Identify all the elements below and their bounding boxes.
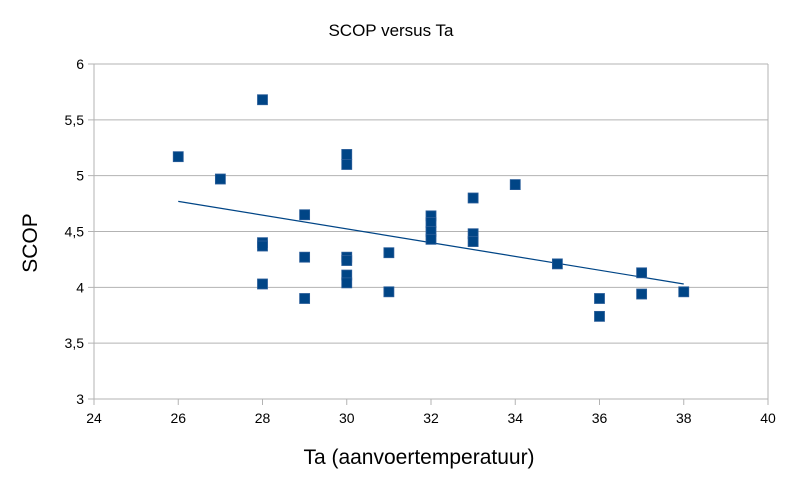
data-point bbox=[594, 310, 605, 322]
data-point bbox=[636, 288, 648, 300]
data-point bbox=[257, 278, 268, 290]
x-tick-label: 26 bbox=[170, 410, 186, 426]
y-axis-label: SCOP bbox=[19, 213, 42, 273]
data-point bbox=[594, 293, 605, 304]
data-point bbox=[383, 286, 395, 298]
data-point bbox=[214, 173, 226, 185]
data-point bbox=[383, 247, 395, 259]
x-axis-label: Ta (aanvoertemperatuur) bbox=[303, 446, 534, 469]
y-tick-label: 4 bbox=[76, 279, 84, 295]
axes bbox=[93, 64, 769, 405]
x-tick-label: 34 bbox=[507, 410, 523, 426]
y-tick-label: 5,5 bbox=[65, 112, 85, 128]
data-point bbox=[425, 233, 437, 245]
y-tick-label: 3 bbox=[76, 391, 84, 407]
y-tick-label: 5 bbox=[76, 168, 84, 184]
data-point bbox=[467, 236, 479, 247]
x-tick-label: 30 bbox=[339, 410, 355, 426]
data-point bbox=[172, 151, 184, 163]
x-tick-label: 38 bbox=[676, 410, 692, 426]
data-point bbox=[341, 277, 353, 289]
y-tick-label: 4,5 bbox=[65, 224, 85, 240]
data-point bbox=[257, 240, 268, 252]
data-point bbox=[341, 159, 353, 170]
data-point bbox=[257, 94, 268, 106]
chart-title: SCOP versus Ta bbox=[328, 21, 454, 40]
x-tick-label: 28 bbox=[255, 410, 271, 426]
x-tick-labels: 24 26 28 30 32 34 36 38 40 bbox=[86, 410, 776, 426]
x-tick-label: 24 bbox=[86, 410, 102, 426]
y-tick-label: 3,5 bbox=[65, 335, 85, 351]
x-tick-label: 40 bbox=[760, 410, 776, 426]
data-point bbox=[341, 149, 353, 160]
data-point bbox=[467, 192, 479, 204]
data-point bbox=[425, 217, 437, 228]
data-point bbox=[509, 179, 521, 191]
data-point bbox=[678, 286, 690, 298]
y-tick-label: 6 bbox=[76, 56, 84, 72]
x-tick-label: 36 bbox=[592, 410, 608, 426]
data-point bbox=[299, 251, 311, 263]
data-point bbox=[636, 267, 648, 279]
data-point bbox=[299, 209, 311, 221]
data-point bbox=[551, 258, 563, 270]
data-point bbox=[299, 293, 311, 304]
data-points bbox=[172, 94, 690, 322]
data-point bbox=[341, 255, 353, 266]
y-tick-labels: 3 3,5 4 4,5 5 5,5 6 bbox=[65, 56, 85, 407]
gridlines bbox=[88, 63, 768, 400]
x-tick-label: 32 bbox=[423, 410, 439, 426]
